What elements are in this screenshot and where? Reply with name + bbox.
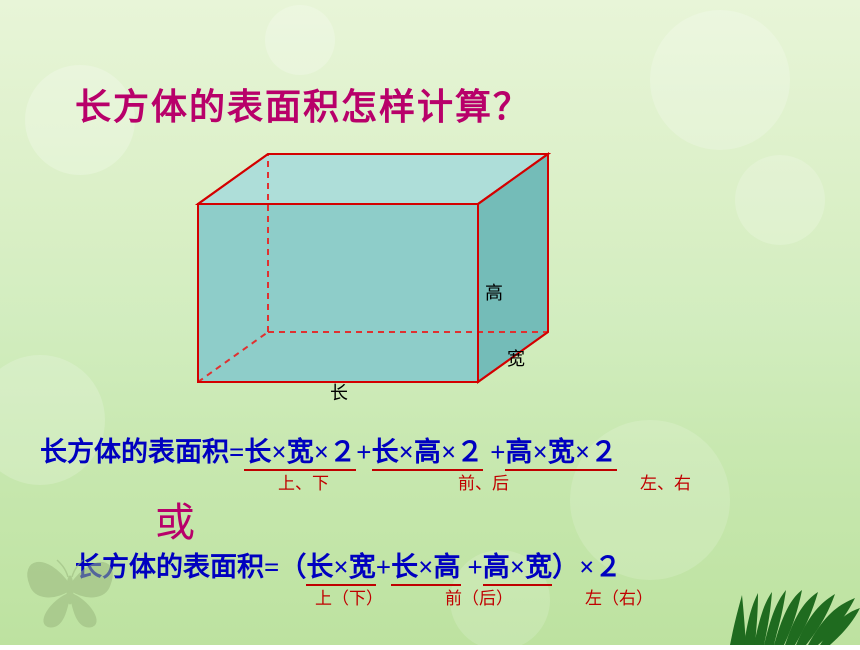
formula-1: 长方体的表面积=长×宽×２+长×高×２ +高×宽×２ (40, 430, 840, 469)
f1-term3: 高×宽×２ (505, 437, 617, 471)
f2-close: ）×２ (552, 552, 621, 582)
f2-ann3: 左（右） (585, 584, 653, 609)
slide-content: 长方体的表面积怎样计算？ 高 宽 长 长方体的表面积=长×宽×２+长×高×２ +… (0, 0, 860, 645)
f1-ann2: 前、后 (458, 469, 509, 494)
page-title: 长方体的表面积怎样计算？ (75, 78, 531, 130)
f1-term2: 长×高×２ (372, 437, 484, 471)
butterfly-icon (15, 545, 125, 635)
f1-plus2: + (483, 437, 505, 467)
formula-1-block: 长方体的表面积=长×宽×２+长×高×２ +高×宽×２ 上、下 前、后 左、右 (40, 430, 840, 497)
label-width: 宽 (507, 345, 525, 371)
f2-ann1: 上（下） (315, 584, 383, 609)
f2-plus2: + (461, 552, 483, 582)
or-label: 或 (155, 490, 195, 548)
f2-term2: 长×高 (391, 552, 460, 586)
f1-term1: 长×宽×２ (244, 437, 356, 471)
f2-open: （ (279, 552, 306, 582)
f2-ann2: 前（后） (445, 584, 513, 609)
grass-icon (730, 590, 860, 645)
cuboid-front-face (198, 204, 478, 382)
label-length: 长 (330, 379, 348, 405)
cuboid-diagram: 高 宽 长 (180, 144, 580, 404)
f2-term1: 长×宽 (306, 552, 375, 586)
f2-plus1: + (376, 552, 391, 582)
f1-ann1: 上、下 (278, 469, 329, 494)
f1-ann3: 左、右 (640, 469, 691, 494)
formula-2: 长方体的表面积=（长×宽+长×高 +高×宽）×２ (75, 545, 860, 584)
f1-lhs: 长方体的表面积= (40, 437, 244, 467)
f2-term3: 高×宽 (483, 552, 552, 586)
label-height: 高 (485, 279, 503, 305)
f1-plus1: + (356, 437, 371, 467)
